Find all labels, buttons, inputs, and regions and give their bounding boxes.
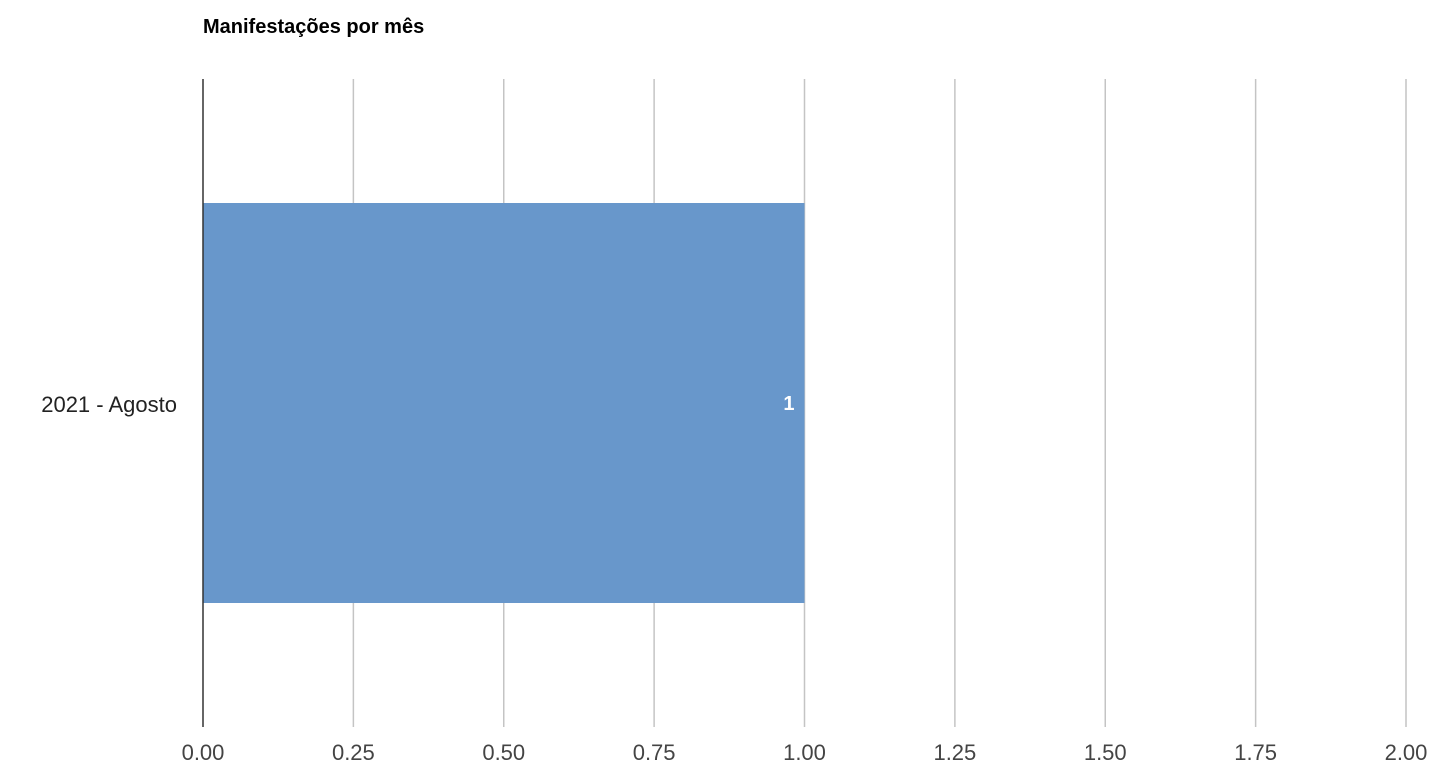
bar [203,203,805,603]
chart-title: Manifestações por mês [203,16,424,38]
x-tick-label: 1.75 [1234,740,1277,765]
x-tick-label: 1.25 [933,740,976,765]
x-tick-label: 1.00 [783,740,826,765]
x-tick-label: 0.50 [482,740,525,765]
x-tick-label: 0.75 [633,740,676,765]
bars: 1 [203,203,805,603]
x-tick-label: 1.50 [1084,740,1127,765]
bar-value-label: 1 [783,393,794,415]
x-tick-label: 2.00 [1385,740,1428,765]
tick-labels: 0.00 0.25 0.50 0.75 1.00 1.25 1.50 1.75 2.00 2021… [41,392,1427,765]
category-label: 2021 - Agosto [41,392,177,417]
x-tick-label: 0.25 [332,740,375,765]
x-tick-label: 0.00 [182,740,225,765]
